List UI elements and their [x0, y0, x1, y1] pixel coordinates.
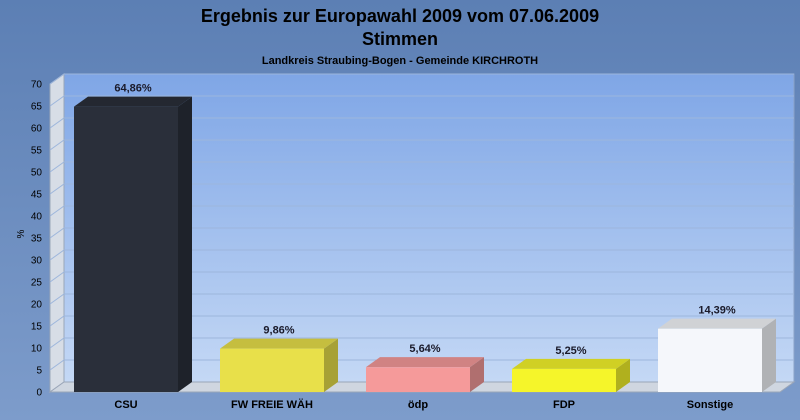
x-tick-label: FDP [553, 399, 575, 411]
y-gridline [49, 161, 794, 173]
y-gridline [49, 293, 794, 305]
bar-csu [74, 96, 192, 392]
x-tick-label: FW FREIE WÄH [231, 398, 313, 411]
y-tick-label: 40 [31, 212, 43, 223]
data-label: 5,64% [409, 343, 440, 355]
bar-fw-freie-wäh [220, 338, 338, 392]
bar-ödp [366, 357, 484, 392]
y-tick-label: 20 [31, 300, 43, 311]
y-gridline [49, 205, 794, 217]
chart-title: Ergebnis zur Europawahl 2009 vom 07.06.2… [201, 6, 599, 26]
y-gridline [49, 249, 794, 261]
y-tick-label: 35 [31, 234, 43, 245]
y-gridline [49, 337, 794, 349]
data-label: 64,86% [114, 83, 152, 95]
data-label: 14,39% [698, 305, 736, 317]
x-tick-label: ödp [408, 399, 428, 411]
bar-top [512, 358, 630, 369]
bar-front [74, 106, 178, 392]
bar-front [220, 348, 324, 392]
y-gridline [49, 95, 794, 107]
y-tick-label: 65 [31, 102, 43, 113]
y-tick-label: 15 [31, 322, 43, 333]
bar-side [762, 318, 776, 392]
y-gridline [49, 271, 794, 283]
chart-subtitle: Landkreis Straubing-Bogen - Gemeinde KIR… [262, 55, 538, 67]
y-gridline [49, 139, 794, 151]
y-axis-label: % [16, 229, 27, 238]
y-gridline [49, 183, 794, 195]
bar-front [512, 368, 616, 392]
bar-top [74, 96, 192, 107]
y-tick-label: 70 [31, 80, 43, 91]
x-tick-label: Sonstige [687, 399, 733, 411]
y-gridline [49, 117, 794, 129]
bar-top [658, 318, 776, 329]
bar-side [178, 96, 192, 392]
y-tick-label: 50 [31, 168, 43, 179]
data-label: 9,86% [263, 325, 294, 337]
bar-top [220, 338, 338, 349]
bar-fdp [512, 358, 630, 392]
bar-side [470, 357, 484, 392]
x-tick-label: CSU [114, 399, 137, 411]
y-tick-label: 60 [31, 124, 43, 135]
y-tick-label: 30 [31, 256, 43, 267]
bar-side [616, 358, 630, 392]
y-tick-label: 10 [31, 344, 43, 355]
data-label: 5,25% [555, 345, 586, 357]
bar-sonstige [658, 318, 776, 392]
y-tick-label: 25 [31, 278, 43, 289]
y-tick-label: 0 [36, 388, 42, 399]
y-gridline [49, 315, 794, 327]
y-tick-label: 5 [36, 366, 42, 377]
bar-front [366, 367, 470, 392]
bar-side [324, 338, 338, 392]
y-tick-label: 45 [31, 190, 43, 201]
y-gridline [49, 227, 794, 239]
chart-title-line2: Stimmen [362, 29, 438, 49]
y-tick-label: 55 [31, 146, 43, 157]
y-gridline [49, 73, 794, 85]
bar-top [366, 357, 484, 368]
bar-front [658, 328, 762, 392]
